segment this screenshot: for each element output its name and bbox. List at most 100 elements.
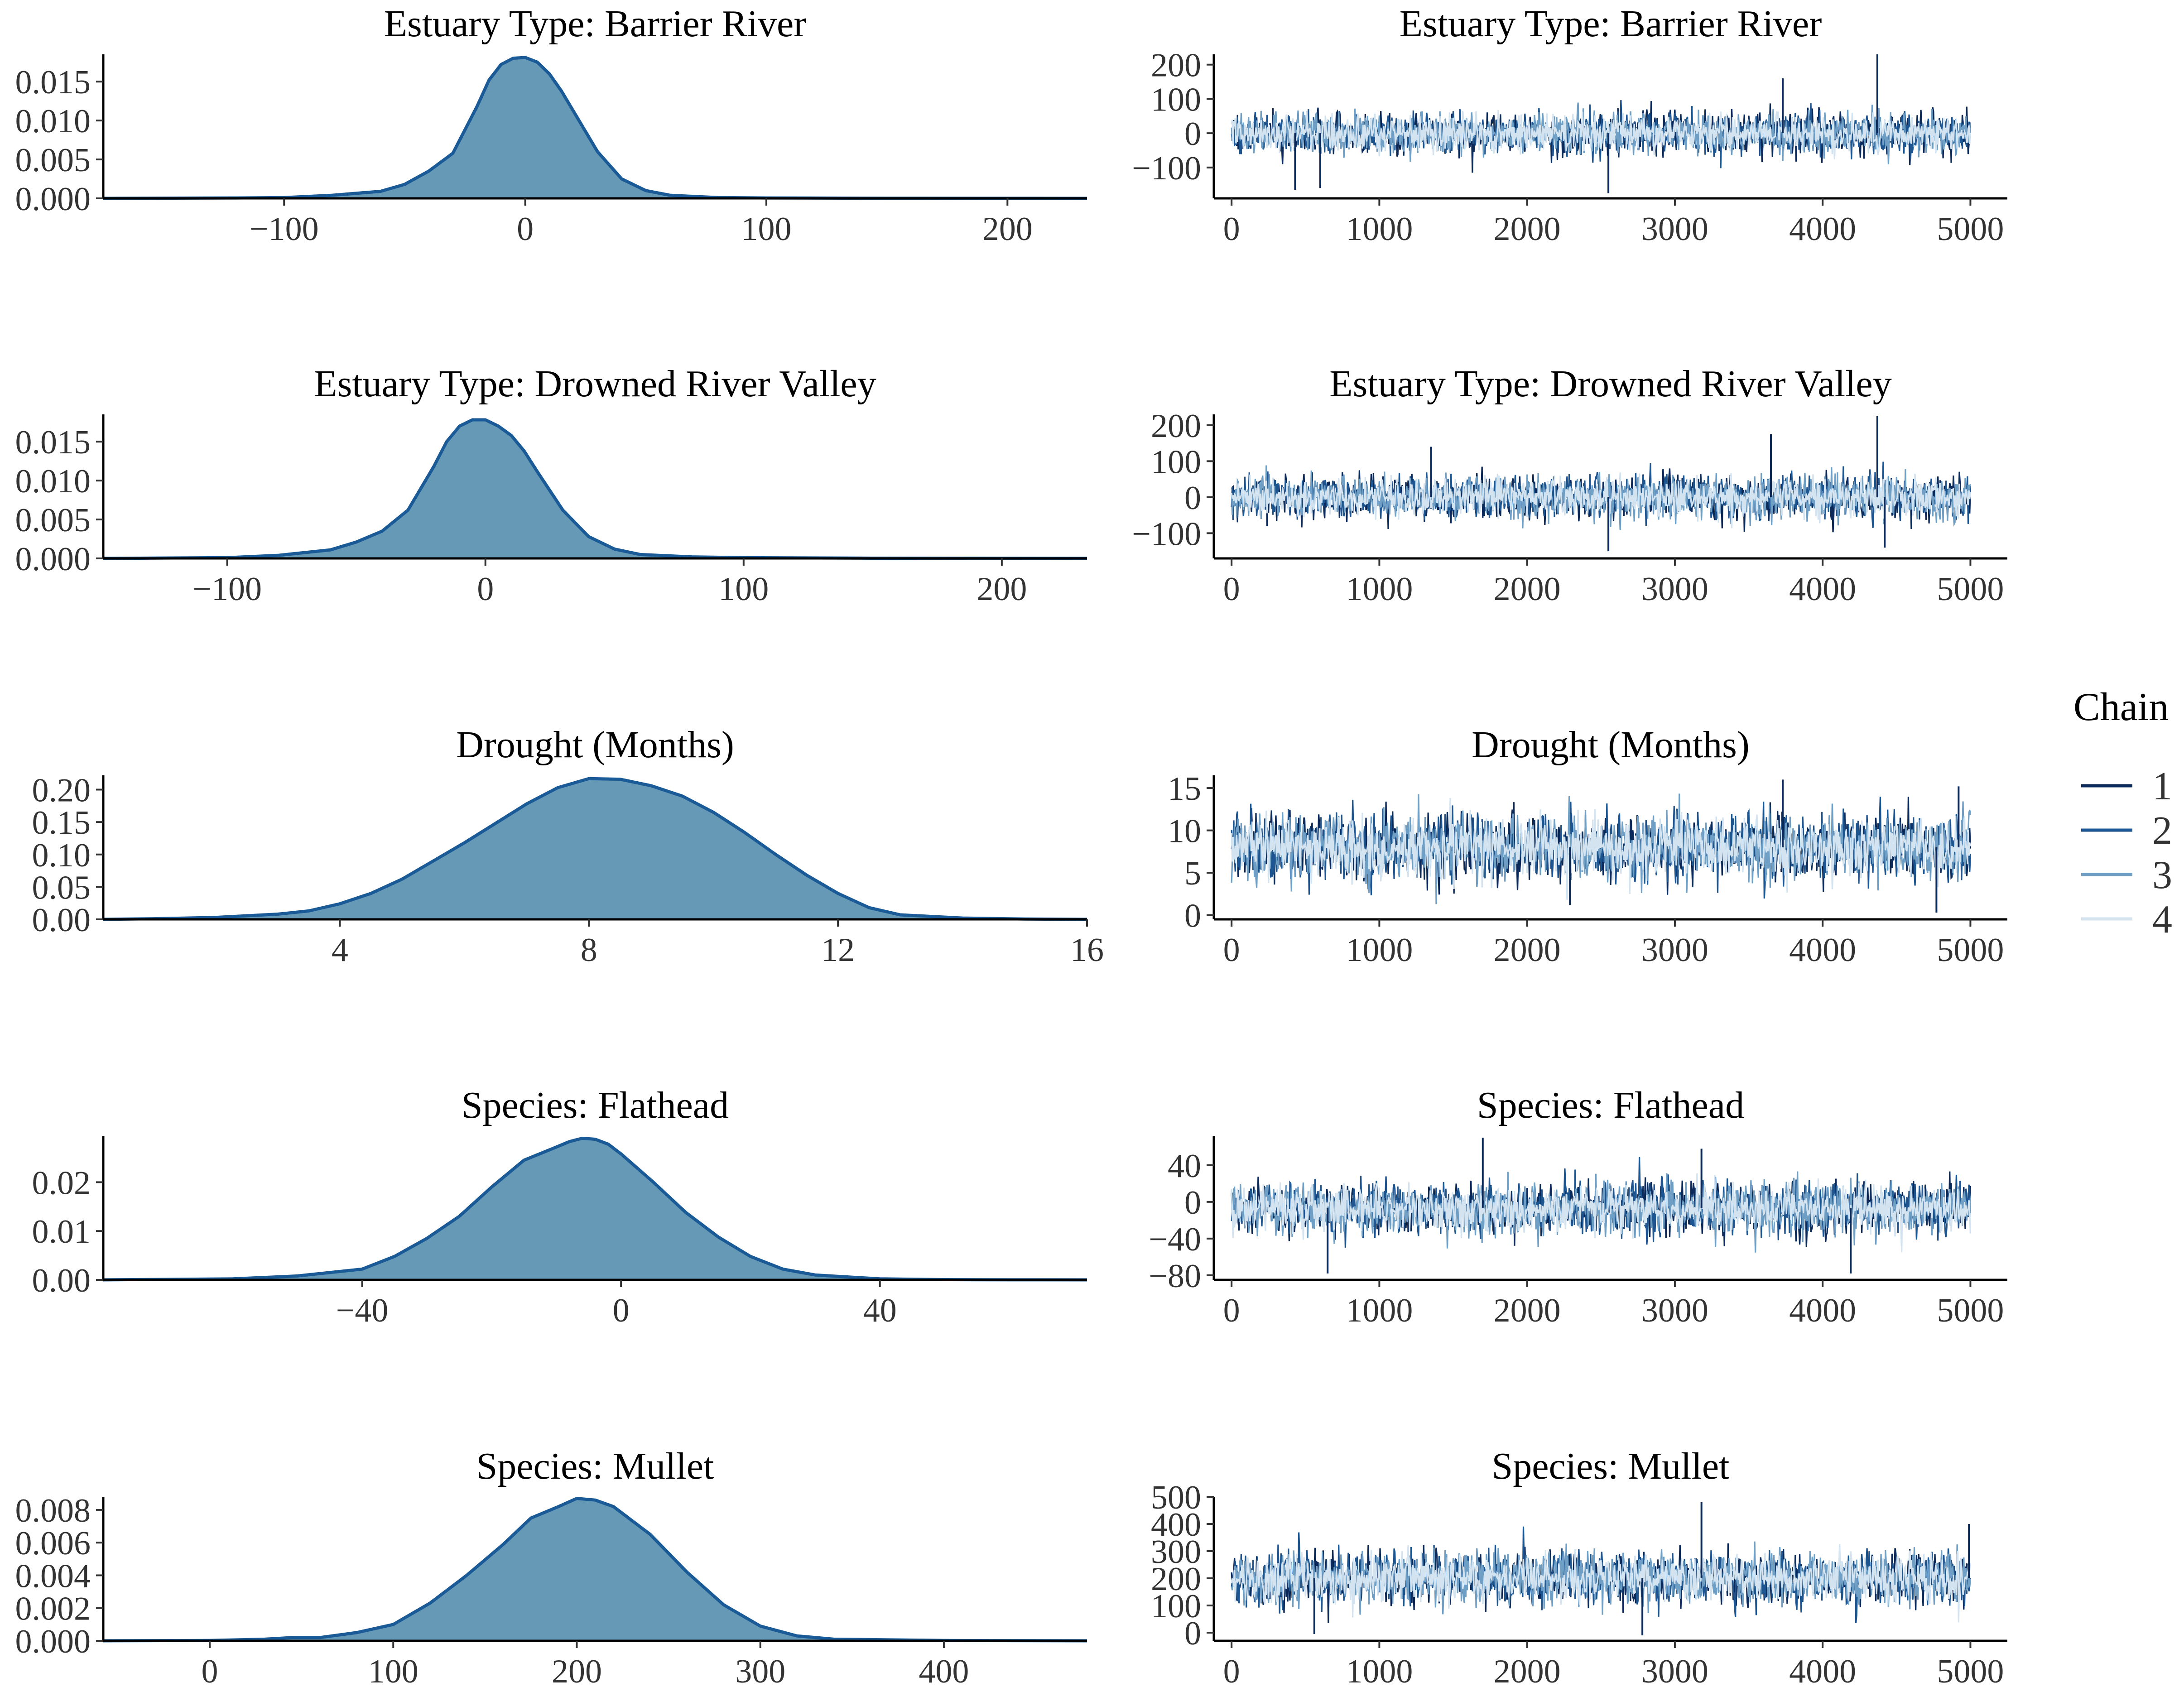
- y-tick-label: 200: [1151, 408, 1201, 445]
- x-tick-label: 16: [1070, 932, 1104, 969]
- panel-title: Drought (Months): [1472, 724, 1750, 766]
- y-tick-label: 400: [1151, 1506, 1201, 1543]
- x-tick-label: 1000: [1346, 571, 1413, 608]
- y-tick-label: 100: [1151, 443, 1201, 481]
- y-tick-label: 0: [1184, 480, 1201, 517]
- y-tick-label: 40: [1168, 1148, 1201, 1185]
- x-tick-label: 4000: [1789, 932, 1856, 969]
- density-curve: [103, 1136, 1087, 1282]
- x-tick-label: 3000: [1641, 211, 1708, 248]
- x-tick-label: 200: [982, 211, 1033, 248]
- y-tick-label: 0.005: [15, 502, 91, 539]
- panel-trace-3: Species: Flathead 0 1000 2000 3000 4000 5000 −8…: [1149, 1084, 2007, 1329]
- panel-trace-2: Drought (Months) 0 1000 2000 3000 4000 5000 0 5 1…: [1168, 724, 2007, 969]
- y-tick-label: 0.20: [32, 772, 91, 809]
- density-fill: [103, 1498, 1087, 1641]
- x-tick-label: 0: [1223, 932, 1240, 969]
- y-tick-label: 0.00: [32, 902, 91, 939]
- y-tick-label: −80: [1149, 1258, 1201, 1295]
- x-tick-label: 100: [368, 1653, 419, 1687]
- y-tick-label: 0.00: [32, 1262, 91, 1299]
- y-tick-label: 5: [1184, 855, 1201, 892]
- panel-title: Estuary Type: Barrier River: [1400, 3, 1822, 45]
- x-tick-label: 5000: [1937, 211, 2004, 248]
- y-tick-label: 0: [1184, 1184, 1201, 1221]
- trace-chain-4: [1231, 1544, 1971, 1623]
- x-tick-label: 40: [863, 1292, 897, 1329]
- x-tick-label: 4000: [1789, 1653, 1856, 1687]
- x-tick-label: 200: [977, 571, 1027, 608]
- x-tick-label: 1000: [1346, 211, 1413, 248]
- y-tick-label: −100: [1132, 515, 1201, 553]
- x-tick-label: 12: [821, 932, 855, 969]
- x-tick-label: 3000: [1641, 1292, 1708, 1329]
- y-tick-label: 0.006: [15, 1525, 91, 1562]
- y-tick-label: 200: [1151, 47, 1201, 84]
- y-tick-label: 0.000: [15, 181, 91, 218]
- panel-density-1: Estuary Type: Drowned River Valley −100 0 1…: [15, 363, 1087, 608]
- y-tick-label: −40: [1149, 1221, 1201, 1258]
- x-tick-label: 0: [1223, 211, 1240, 248]
- panel-title: Estuary Type: Drowned River Valley: [1329, 363, 1891, 405]
- legend-label-2: 2: [2152, 809, 2172, 853]
- y-tick-label: 0.000: [15, 1623, 91, 1660]
- y-tick-label: 0.015: [15, 424, 91, 461]
- legend-title: Chain: [2073, 685, 2169, 729]
- x-tick-label: 1000: [1346, 1653, 1413, 1687]
- y-tick-label: 0.15: [32, 804, 91, 841]
- x-tick-label: 3000: [1641, 932, 1708, 969]
- x-tick-label: 5000: [1937, 571, 2004, 608]
- x-tick-label: 2000: [1494, 571, 1561, 608]
- y-tick-label: 0: [1184, 115, 1201, 153]
- x-tick-label: 4000: [1789, 211, 1856, 248]
- density-curve: [103, 777, 1087, 921]
- density-fill: [103, 420, 1087, 558]
- panel-density-2: Drought (Months) 4 8 12 16 0.000.050.100.150.…: [32, 724, 1104, 969]
- panel-title: Drought (Months): [456, 724, 734, 766]
- x-tick-label: 0: [1223, 571, 1240, 608]
- x-tick-label: −100: [250, 211, 319, 248]
- density-fill: [103, 779, 1087, 919]
- x-tick-label: 2000: [1494, 1653, 1561, 1687]
- trace-chain-4: [1231, 1173, 1971, 1253]
- y-tick-label: 500: [1151, 1479, 1201, 1516]
- x-tick-label: 0: [477, 571, 494, 608]
- density-fill: [103, 1138, 1087, 1280]
- panel-density-0: Estuary Type: Barrier River −100 0 100 200 0.…: [15, 3, 1087, 248]
- x-tick-label: 2000: [1494, 211, 1561, 248]
- density-fill: [103, 57, 1087, 199]
- x-tick-label: 3000: [1641, 1653, 1708, 1687]
- legend-label-4: 4: [2152, 898, 2172, 942]
- y-tick-label: 0.015: [15, 64, 91, 101]
- x-tick-label: 4000: [1789, 571, 1856, 608]
- panel-title: Species: Mullet: [476, 1445, 714, 1487]
- y-tick-label: 0.004: [15, 1557, 91, 1595]
- x-tick-label: 5000: [1937, 1653, 2004, 1687]
- y-tick-label: 0.008: [15, 1492, 91, 1529]
- y-tick-label: 200: [1151, 1561, 1201, 1598]
- y-tick-label: 0.05: [32, 869, 91, 906]
- x-tick-label: 1000: [1346, 932, 1413, 969]
- legend-label-1: 1: [2152, 764, 2172, 808]
- x-tick-label: 4000: [1789, 1292, 1856, 1329]
- y-tick-label: 100: [1151, 81, 1201, 118]
- x-tick-label: 2000: [1494, 1292, 1561, 1329]
- panel-title: Species: Flathead: [462, 1084, 729, 1126]
- panel-title: Estuary Type: Barrier River: [384, 3, 807, 45]
- y-tick-label: 300: [1151, 1533, 1201, 1571]
- trace-chain-4: [1231, 110, 1971, 160]
- y-tick-label: −100: [1132, 150, 1201, 187]
- y-tick-label: 0.000: [15, 541, 91, 578]
- y-tick-label: 100: [1151, 1588, 1201, 1625]
- y-tick-label: 0.10: [32, 837, 91, 874]
- x-tick-label: −100: [192, 571, 262, 608]
- x-tick-label: 0: [1223, 1292, 1240, 1329]
- x-tick-label: 100: [741, 211, 791, 248]
- x-tick-label: 200: [552, 1653, 602, 1687]
- density-curve: [103, 418, 1087, 560]
- panel-title: Species: Mullet: [1492, 1445, 1730, 1487]
